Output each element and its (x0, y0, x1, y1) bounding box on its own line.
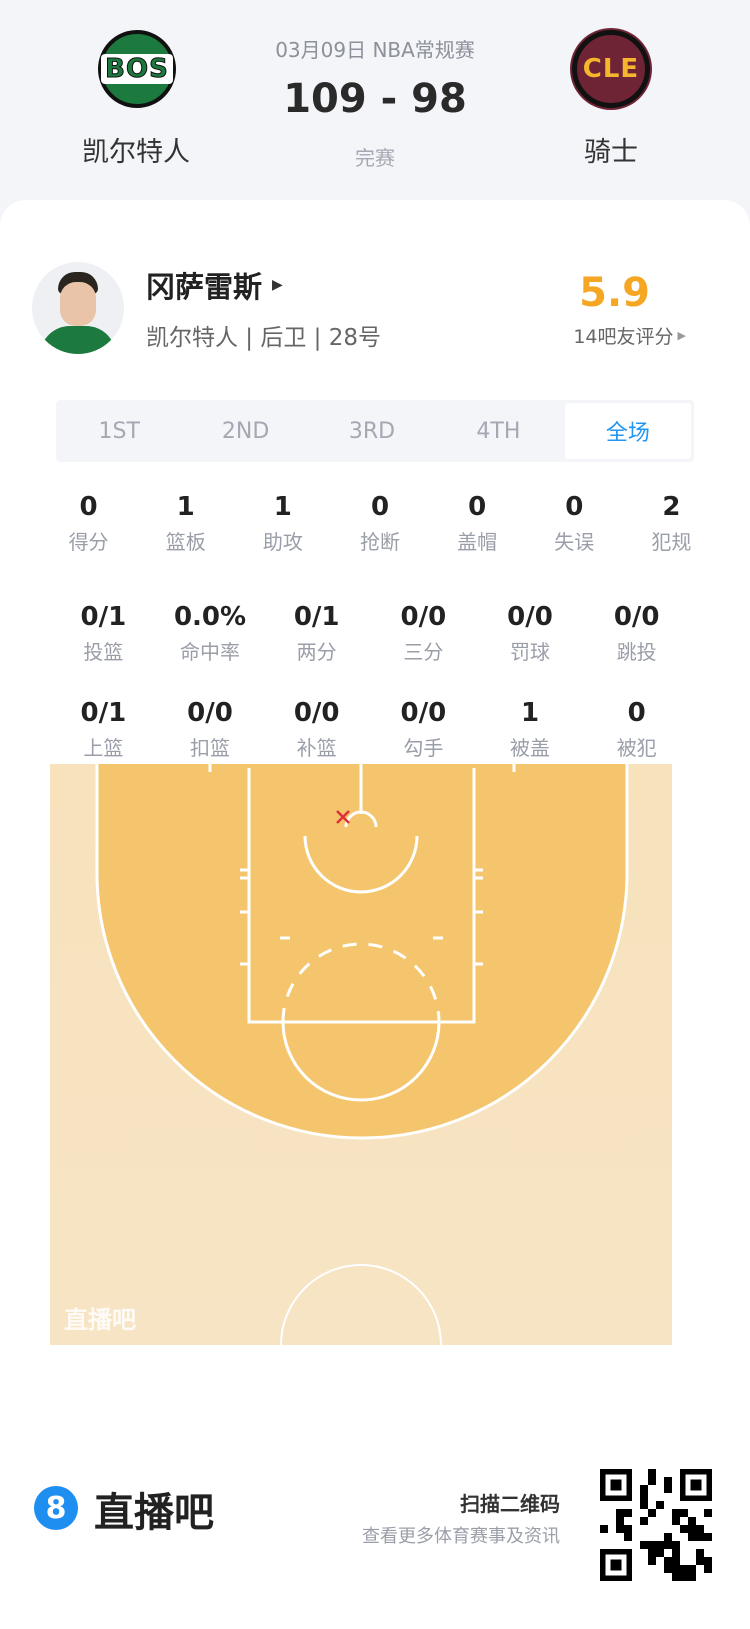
stat-勾手: 0/0 勾手 (370, 698, 477, 761)
player-avatar[interactable] (32, 262, 124, 354)
stat-value: 1 (176, 492, 195, 522)
player-info: 凯尔特人 | 后卫 | 28号 (146, 325, 382, 351)
stat-label: 助攻 (262, 530, 303, 554)
stat-value: 2 (662, 492, 681, 522)
stat-value: 0 (79, 492, 98, 522)
paint-lines (247, 768, 476, 1024)
rating-label: 14吧友评分 (573, 326, 674, 348)
stat-篮板: 1 篮板 (137, 492, 234, 555)
brand-logo-icon: 8 (34, 1486, 78, 1530)
stat-value: 0/0 (507, 602, 553, 632)
stat-被犯: 0 被犯 (583, 698, 690, 761)
stat-犯规: 2 犯规 (623, 492, 720, 555)
stat-value: 0/0 (400, 602, 447, 632)
stat-三分: 0/0 三分 (370, 602, 477, 665)
free-throw-circle-bottom (281, 1021, 441, 1102)
center-circle (280, 1264, 442, 1345)
stat-label: 得分 (68, 530, 109, 554)
tab-full-game[interactable]: 全场 (564, 403, 692, 459)
stat-上篮: 0/1 上篮 (50, 698, 157, 761)
tab-3rd[interactable]: 3RD (348, 418, 396, 444)
stat-label: 命中率 (180, 640, 240, 664)
stat-补篮: 0/0 补篮 (263, 698, 370, 761)
free-throw-circle-top (281, 942, 441, 1023)
stat-label: 补篮 (296, 736, 337, 760)
cle-team-logo[interactable]: CLE (572, 30, 650, 108)
game-status: 完赛 (355, 146, 395, 170)
stat-被盖: 1 被盖 (477, 698, 584, 761)
three-point-area (97, 764, 627, 1138)
tab-4th[interactable]: 4TH (476, 418, 521, 444)
stat-抢断: 0 抢断 (331, 492, 428, 555)
lane-marks (208, 764, 516, 966)
stat-罚球: 0/0 罚球 (477, 602, 584, 665)
game-score: 109 - 98 (283, 76, 467, 122)
stat-label: 扣篮 (190, 736, 230, 760)
tab-2nd[interactable]: 2ND (221, 418, 270, 444)
stat-命中率: 0.0% 命中率 (157, 602, 264, 665)
stat-label: 篮板 (165, 530, 206, 554)
player-rating: 5.9 (579, 270, 650, 316)
stat-value: 0/1 (80, 602, 127, 632)
player-name: 冈萨雷斯 (146, 270, 263, 304)
stat-label: 三分 (403, 640, 444, 664)
rating-link[interactable]: 14吧友评分 ▶ (573, 322, 686, 349)
basic-stats-row: 0 得分 1 篮板 1 助攻 0 抢断 0 盖帽 0 失误 2 犯规 (40, 492, 720, 555)
stat-label: 犯规 (651, 530, 692, 554)
stat-助攻: 1 助攻 (234, 492, 331, 555)
stat-label: 抢断 (359, 530, 400, 554)
stat-label: 跳投 (616, 640, 657, 664)
stat-value: 1 (273, 492, 292, 522)
stat-value: 0 (565, 492, 584, 522)
home-team-name[interactable]: 凯尔特人 (82, 137, 190, 168)
stat-value: 0/0 (187, 698, 233, 728)
stat-label: 被盖 (510, 736, 551, 760)
stat-跳投: 0/0 跳投 (583, 602, 690, 665)
court-svg (95, 764, 629, 1345)
stat-label: 盖帽 (457, 530, 498, 554)
shot-chart: 直播吧 (50, 764, 672, 1345)
stat-label: 两分 (296, 640, 337, 664)
away-team-name[interactable]: 骑士 (584, 137, 638, 168)
court-watermark: 直播吧 (64, 1306, 136, 1334)
stat-label: 失误 (554, 530, 595, 554)
stat-label: 被犯 (616, 736, 657, 760)
stat-投篮: 0/1 投篮 (50, 602, 157, 665)
player-name-link[interactable]: 冈萨雷斯 ▶ (146, 264, 283, 306)
caret-right-icon: ▶ (677, 329, 686, 342)
caret-right-icon: ▶ (272, 277, 283, 293)
stat-value: 0/0 (293, 698, 340, 728)
qr-code[interactable] (600, 1469, 712, 1581)
game-date-league: 03月09日 NBA常规赛 (275, 38, 475, 62)
stat-label: 罚球 (510, 640, 551, 664)
stat-两分: 0/1 两分 (263, 602, 370, 665)
scan-subtitle: 查看更多体育赛事及资讯 (362, 1526, 560, 1547)
shot-miss-marker[interactable] (336, 810, 350, 824)
stat-value: 0/0 (613, 602, 660, 632)
stat-扣篮: 0/0 扣篮 (157, 698, 264, 761)
three-point-line (95, 764, 629, 1140)
shooting-stats-row: 0/1 投篮 0.0% 命中率 0/1 两分 0/0 三分 0/0 罚球 0/0 跳投 (50, 602, 690, 665)
stat-value: 0.0% (173, 602, 247, 632)
stat-盖帽: 0 盖帽 (429, 492, 526, 555)
stat-value: 1 (520, 698, 540, 728)
stat-失误: 0 失误 (526, 492, 623, 555)
shot-type-stats-row: 0/1 上篮 0/0 扣篮 0/0 补篮 0/0 勾手 1 被盖 0 被犯 (50, 698, 690, 761)
bos-team-logo[interactable]: BOS (98, 30, 176, 108)
stat-value: 0 (627, 698, 646, 728)
stat-value: 0/0 (400, 698, 447, 728)
stat-label: 勾手 (403, 736, 444, 760)
stat-value: 0 (370, 492, 390, 522)
stat-value: 0 (468, 492, 487, 522)
stat-得分: 0 得分 (40, 492, 137, 555)
brand-name: 直播吧 (94, 1490, 214, 1536)
scan-title: 扫描二维码 (460, 1492, 560, 1516)
tab-1st[interactable]: 1ST (98, 418, 140, 444)
stat-label: 上篮 (83, 736, 124, 760)
stat-value: 0/1 (293, 602, 340, 632)
stat-label: 投篮 (83, 640, 124, 664)
stat-value: 0/1 (80, 698, 127, 728)
restricted-area-arc (303, 835, 419, 894)
period-tabs: 1ST 2ND 3RD 4TH 全场 (56, 400, 694, 462)
